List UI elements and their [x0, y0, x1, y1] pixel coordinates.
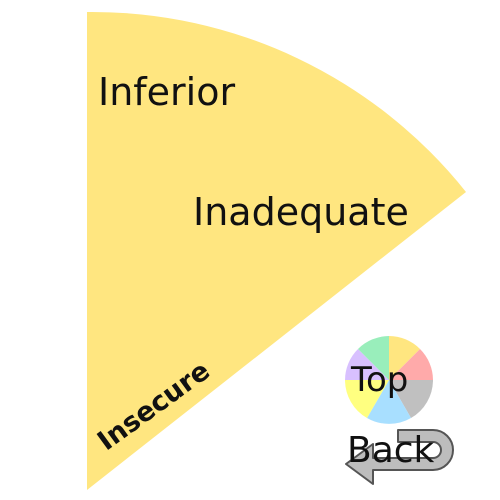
back-button[interactable]: Back	[347, 430, 435, 471]
top-button[interactable]: Top	[351, 360, 409, 400]
mini-pie-slice	[345, 349, 389, 380]
wheel-wedge[interactable]	[87, 11, 466, 491]
mini-pie-slice	[389, 380, 433, 418]
mini-pie-icon[interactable]	[343, 334, 435, 426]
wedge-item-inferior[interactable]: Inferior	[98, 70, 236, 114]
mini-pie-slice	[389, 336, 420, 380]
mini-pie-slice	[367, 380, 411, 424]
mini-pie-slice	[358, 336, 389, 380]
u-turn-arrow-icon[interactable]	[338, 424, 458, 492]
mini-pie-slice	[389, 349, 433, 380]
wedge-item-inadequate[interactable]: Inadequate	[193, 190, 409, 234]
mini-pie-slice	[345, 380, 389, 418]
